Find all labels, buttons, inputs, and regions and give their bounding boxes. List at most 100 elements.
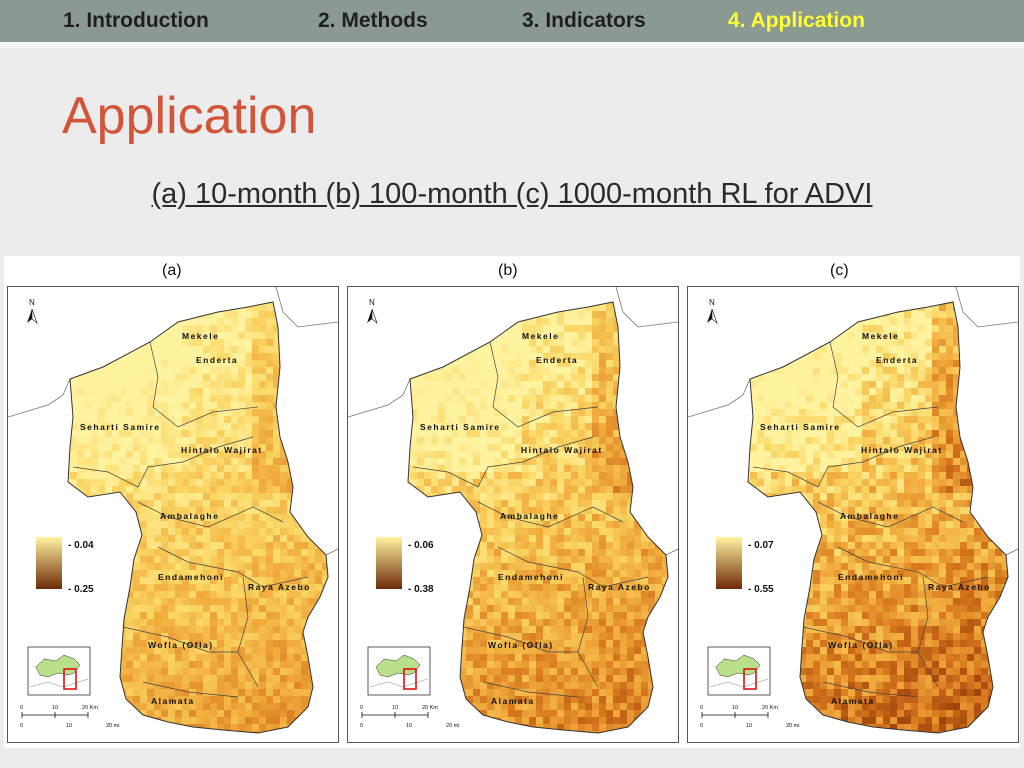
raster-cell	[459, 626, 466, 633]
raster-cell	[494, 388, 501, 395]
raster-cell	[133, 605, 140, 612]
raster-cell	[224, 549, 231, 556]
raster-cell	[154, 703, 161, 710]
raster-cell	[408, 302, 410, 304]
raster-cell	[231, 374, 238, 381]
raster-cell	[501, 430, 508, 437]
raster-cell	[84, 325, 91, 332]
raster-cell	[417, 563, 424, 570]
raster-cell	[154, 549, 161, 556]
raster-cell	[308, 409, 315, 416]
raster-cell	[280, 542, 287, 549]
raster-cell	[245, 514, 252, 521]
raster-cell	[217, 633, 224, 640]
raster-cell	[515, 507, 522, 514]
raster-cell	[119, 542, 126, 549]
raster-cell	[133, 570, 140, 577]
raster-cell	[466, 654, 473, 661]
raster-cell	[564, 451, 571, 458]
raster-cell	[592, 703, 599, 710]
raster-cell	[424, 633, 431, 640]
raster-cell	[410, 458, 417, 465]
raster-cell	[210, 689, 217, 696]
raster-cell	[98, 549, 105, 556]
raster-cell	[431, 507, 438, 514]
raster-cell	[634, 346, 641, 353]
raster-cell	[238, 402, 245, 409]
raster-cell	[105, 465, 112, 472]
raster-cell	[189, 325, 196, 332]
raster-cell	[224, 570, 231, 577]
raster-cell	[294, 731, 301, 733]
raster-cell	[641, 570, 648, 577]
raster-cell	[557, 682, 564, 689]
raster-cell	[322, 577, 328, 584]
raster-cell	[480, 507, 487, 514]
raster-cell	[245, 444, 252, 451]
raster-cell	[161, 304, 168, 311]
raster-cell	[287, 451, 294, 458]
raster-cell	[543, 577, 550, 584]
raster-cell	[438, 521, 445, 528]
raster-cell	[599, 395, 606, 402]
raster-cell	[266, 479, 273, 486]
raster-cell	[266, 402, 273, 409]
raster-cell	[480, 668, 487, 675]
raster-cell	[210, 479, 217, 486]
raster-cell	[438, 535, 445, 542]
raster-cell	[564, 633, 571, 640]
raster-cell	[217, 402, 224, 409]
raster-cell	[203, 703, 210, 710]
raster-cell	[105, 542, 112, 549]
nav-introduction[interactable]: 1. Introduction	[63, 9, 209, 32]
raster-cell	[217, 528, 224, 535]
raster-cell	[105, 302, 112, 304]
raster-cell	[410, 381, 417, 388]
raster-cell	[613, 472, 620, 479]
raster-cell	[543, 402, 550, 409]
raster-cell	[592, 444, 599, 451]
raster-cell	[543, 486, 550, 493]
raster-cell	[431, 689, 438, 696]
raster-cell	[126, 486, 133, 493]
nav-indicators[interactable]: 3. Indicators	[522, 9, 646, 32]
raster-cell	[662, 612, 668, 619]
raster-cell	[578, 493, 585, 500]
raster-cell	[655, 472, 662, 479]
raster-cell	[557, 402, 564, 409]
raster-cell	[571, 570, 578, 577]
raster-cell	[522, 360, 529, 367]
raster-cell	[315, 325, 322, 332]
raster-cell	[329, 297, 336, 304]
raster-cell	[259, 402, 266, 409]
raster-cell	[175, 304, 182, 311]
raster-cell	[494, 395, 501, 402]
nav-application[interactable]: 4. Application	[728, 9, 865, 32]
raster-cell	[84, 353, 91, 360]
raster-cell	[585, 304, 592, 311]
raster-cell	[494, 311, 501, 318]
raster-cell	[410, 339, 417, 346]
raster-cell	[91, 402, 98, 409]
nav-methods[interactable]: 2. Methods	[318, 9, 428, 32]
raster-cell	[231, 619, 238, 626]
raster-cell	[669, 717, 676, 724]
raster-cell	[410, 605, 417, 612]
raster-cell	[210, 304, 217, 311]
raster-cell	[210, 535, 217, 542]
raster-cell	[126, 507, 133, 514]
raster-cell	[266, 542, 273, 549]
raster-cell	[273, 514, 280, 521]
raster-cell	[287, 647, 294, 654]
raster-cell	[182, 444, 189, 451]
raster-cell	[466, 444, 473, 451]
raster-cell	[424, 395, 431, 402]
raster-cell	[550, 458, 557, 465]
raster-cell	[252, 619, 259, 626]
raster-cell	[161, 612, 168, 619]
raster-cell	[536, 367, 543, 374]
raster-cell	[161, 605, 168, 612]
raster-cell	[599, 703, 606, 710]
raster-cell	[592, 388, 599, 395]
raster-cell	[238, 388, 245, 395]
